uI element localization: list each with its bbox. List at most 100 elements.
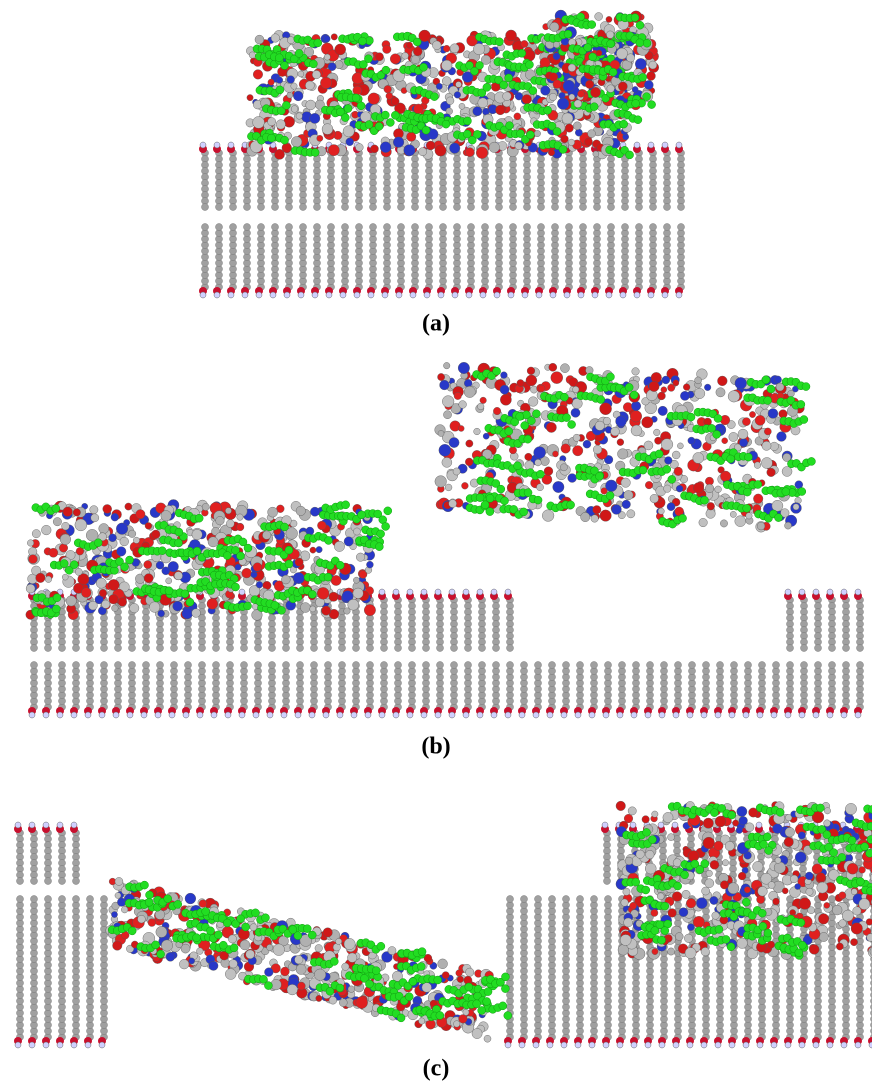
lipid-head [463,712,469,718]
lipid-bead [465,662,472,669]
green-atom [590,103,598,111]
lipid-bead [409,662,416,669]
atom [456,81,462,87]
lipid-bead [17,878,24,885]
atom [293,91,303,101]
atom [353,588,363,598]
lipid-bead [258,224,265,231]
lipid-bead [171,662,178,669]
atom [413,47,422,56]
lipid-bead [636,204,643,211]
lipid-bead [314,204,321,211]
lipid-bead [157,645,164,652]
atom [317,521,326,530]
atom [672,451,680,459]
atom [541,86,551,96]
lipid-bead [622,204,629,211]
atom [207,598,218,609]
atom [735,377,747,389]
atom [647,72,656,81]
atom [216,516,225,525]
green-atom [276,86,284,94]
lipid-bead [465,645,472,652]
lipid-bead [664,224,671,231]
lipid-bead [73,662,80,669]
atom [573,386,579,392]
lipid-head [659,712,665,718]
atom [253,563,262,572]
atom [459,401,467,409]
atom [384,85,392,93]
lipid-head [43,822,49,828]
atom [591,515,599,523]
lipid-bead [412,204,419,211]
lipid-head [676,292,682,298]
atom [287,92,293,98]
green-atom [382,522,390,530]
lipid-bead [384,224,391,231]
atom [75,519,87,531]
atom [419,148,427,156]
atom [728,391,740,403]
atom [109,534,117,542]
lipid-bead [269,645,276,652]
lipid-bead [227,645,234,652]
atom [465,148,474,157]
atom [310,507,319,516]
green-atom [800,416,808,424]
lipid-head [410,292,416,298]
lipid-head [620,292,626,298]
green-atom [309,60,317,68]
atom [383,45,391,53]
lipid-bead [101,645,108,652]
green-atom [607,40,615,48]
green-atom [631,14,639,22]
atom [256,581,263,588]
atom [75,568,82,575]
atom [331,575,341,585]
lipid-head [813,712,819,718]
atom [108,579,119,590]
lipid-bead [185,645,192,652]
green-atom [158,547,166,555]
atom [449,143,460,154]
atom [673,380,679,386]
lipid-head [57,822,63,828]
atom [353,528,360,535]
lipid-bead [339,645,346,652]
atom [632,86,638,92]
atom [32,529,40,537]
green-atom [341,114,349,122]
atom [738,429,748,439]
lipid-head [743,712,749,718]
green-atom [743,504,751,512]
green-atom [648,101,656,109]
green-atom [386,118,394,126]
atom [375,53,383,61]
atom [386,93,393,100]
green-atom [281,523,289,531]
lipid-bead [426,204,433,211]
atom [49,548,58,557]
lipid-head [298,292,304,298]
lipid-bead [608,224,615,231]
green-atom [584,44,592,52]
green-atom [713,430,721,438]
atom [346,138,354,146]
lipid-bead [255,662,262,669]
green-atom [237,552,245,560]
atom [509,446,516,453]
lipid-head [505,712,511,718]
lipid-bead [745,662,752,669]
lipid-bead [325,662,332,669]
lipid-bead [507,645,514,652]
atom [483,433,489,439]
lipid-bead [199,662,206,669]
green-atom [281,136,289,144]
atom [477,403,484,410]
lipid-head [438,292,444,298]
atom [782,466,792,476]
atom [149,602,160,613]
green-atom [308,590,316,598]
atom [441,60,452,71]
